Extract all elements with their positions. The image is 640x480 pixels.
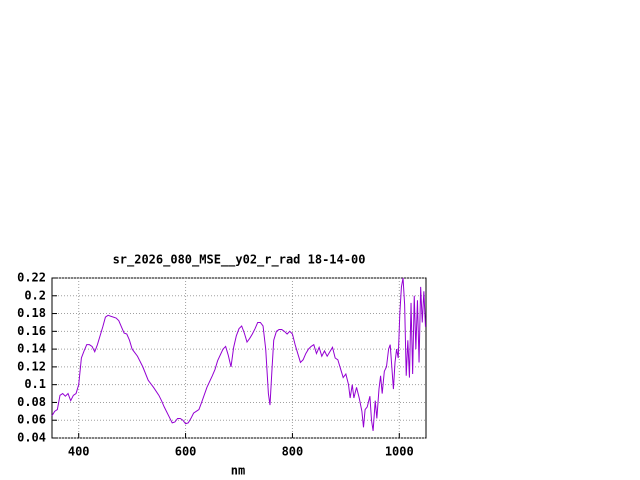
x-tick-label: 800 (282, 445, 304, 459)
y-tick-label: 0.16 (17, 324, 46, 338)
x-tick-label: 600 (175, 445, 197, 459)
y-tick-label: 0.12 (17, 359, 46, 373)
data-line (51, 277, 426, 431)
chart-title: sr_2026_080_MSE__y02_r_rad 18-14-00 (113, 253, 366, 268)
y-tick-label: 0.08 (17, 395, 46, 409)
y-tick-label: 0.1 (24, 377, 46, 391)
y-tick-label: 0.22 (17, 271, 46, 285)
x-tick-label: 1000 (385, 445, 414, 459)
y-tick-label: 0.06 (17, 413, 46, 427)
y-tick-label: 0.04 (17, 431, 46, 445)
y-tick-label: 0.14 (17, 342, 46, 356)
y-tick-label: 0.2 (24, 288, 46, 302)
x-axis-label: nm (231, 464, 245, 478)
x-tick-label: 400 (68, 445, 90, 459)
y-tick-label: 0.18 (17, 306, 46, 320)
